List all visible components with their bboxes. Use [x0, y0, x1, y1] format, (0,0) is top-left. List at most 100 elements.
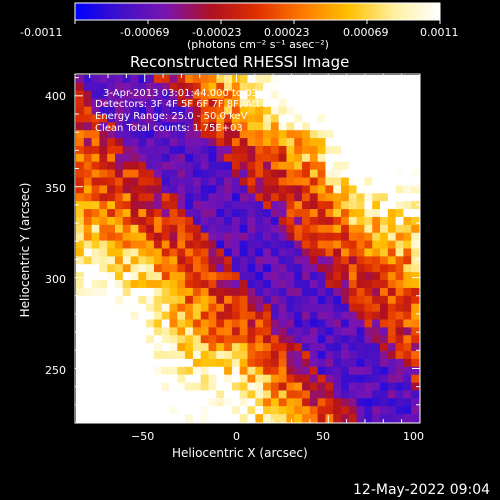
heatmap-cell [302, 114, 311, 123]
heatmap-cell [247, 232, 256, 242]
heatmap-cell [208, 295, 217, 305]
heatmap-cell [395, 366, 405, 376]
heatmap-cell [91, 224, 100, 234]
heatmap-cell [177, 240, 186, 250]
heatmap-cell [348, 303, 358, 313]
heatmap-cell [380, 98, 389, 108]
heatmap-cell [83, 319, 93, 328]
heatmap-cell [247, 351, 256, 360]
heatmap-cell [348, 295, 358, 305]
heatmap-cell [247, 390, 256, 399]
heatmap-cell [185, 303, 194, 313]
heatmap-cell [309, 351, 319, 360]
heatmap-cell [185, 264, 194, 273]
heatmap-cell [146, 193, 155, 202]
heatmap-cell [348, 185, 358, 194]
heatmap-cell [224, 264, 233, 273]
heatmap-cell [91, 295, 100, 305]
heatmap-cell [294, 287, 303, 297]
heatmap-cell [99, 351, 108, 360]
heatmap-cell [278, 327, 288, 336]
heatmap-cell [192, 122, 202, 131]
heatmap-cell [286, 390, 295, 399]
heatmap-cell [99, 303, 108, 313]
heatmap-cell [348, 327, 358, 336]
heatmap-cell [161, 153, 171, 163]
heatmap-cell [333, 343, 342, 352]
heatmap-cell [200, 327, 210, 336]
heatmap-cell [341, 114, 350, 123]
heatmap-cell [192, 209, 202, 218]
heatmap-cell [333, 82, 342, 92]
heatmap-cell [247, 358, 256, 368]
heatmap-cell [114, 374, 124, 384]
heatmap-cell [169, 390, 178, 399]
heatmap-cell [325, 138, 334, 147]
heatmap-cell [356, 82, 366, 92]
heatmap-cell [231, 201, 241, 210]
heatmap-cell [224, 303, 233, 313]
heatmap-cell [309, 185, 319, 194]
heatmap-cell [364, 209, 373, 218]
heatmap-cell [403, 327, 412, 336]
heatmap-cell [130, 153, 139, 163]
heatmap-cell [216, 193, 225, 202]
heatmap-cell [153, 358, 163, 368]
heatmap-cell [91, 193, 100, 202]
heatmap-cell [364, 335, 373, 344]
heatmap-cell [403, 114, 412, 123]
heatmap-cell [177, 327, 186, 336]
heatmap-cell [239, 138, 249, 147]
heatmap-cell [356, 311, 366, 321]
heatmap-cell [317, 122, 327, 131]
heatmap-cell [247, 130, 256, 139]
heatmap-cell [107, 130, 116, 139]
heatmap-cell [130, 303, 139, 313]
heatmap-cell [325, 374, 334, 384]
heatmap-cell [255, 169, 264, 179]
heatmap-cell [231, 335, 241, 344]
heatmap-cell [239, 122, 249, 131]
heatmap-cell [317, 201, 327, 210]
heatmap-cell [294, 374, 303, 384]
heatmap-cell [185, 177, 194, 187]
heatmap-cell [107, 122, 116, 131]
heatmap-cell [255, 311, 264, 321]
heatmap-cell [247, 264, 256, 273]
heatmap-cell [200, 366, 210, 376]
heatmap-cell [169, 193, 178, 202]
heatmap-cell [341, 232, 350, 242]
heatmap-cell [76, 280, 85, 289]
heatmap-cell [107, 216, 116, 226]
heatmap-cell [76, 406, 85, 415]
heatmap-cell [91, 272, 100, 281]
heatmap-cell [403, 287, 412, 297]
heatmap-cell [403, 98, 412, 108]
heatmap-cell [263, 90, 272, 100]
heatmap-cell [387, 303, 397, 313]
heatmap-cell [185, 382, 194, 392]
heatmap-cell [364, 287, 373, 297]
heatmap-cell [294, 201, 303, 210]
heatmap-cell [83, 327, 93, 336]
heatmap-cell [224, 82, 233, 92]
heatmap-cell [387, 287, 397, 297]
heatmap-cell [317, 335, 327, 344]
heatmap-cell [83, 98, 93, 108]
heatmap-cell [325, 90, 334, 100]
heatmap-cell [270, 248, 280, 257]
heatmap-cell [411, 122, 420, 131]
heatmap-cell [348, 390, 358, 399]
heatmap-cell [192, 98, 202, 108]
heatmap-cell [76, 382, 85, 392]
heatmap-cell [122, 272, 132, 281]
heatmap-cell [200, 161, 210, 171]
heatmap-cell [325, 382, 334, 392]
heatmap-cell [130, 327, 139, 336]
heatmap-cell [114, 311, 124, 321]
heatmap-cell [231, 272, 241, 281]
heatmap-cell [83, 358, 93, 368]
heatmap-cell [185, 138, 194, 147]
heatmap-cell [200, 98, 210, 108]
heatmap-cell [192, 153, 202, 163]
